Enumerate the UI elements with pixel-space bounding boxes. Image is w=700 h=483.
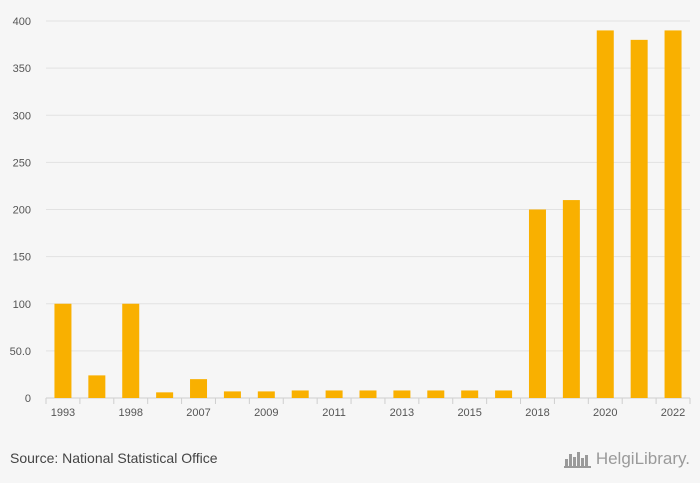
- y-tick-label: 0: [25, 393, 31, 405]
- x-tick-label: 1998: [118, 407, 142, 419]
- bar-2011: [325, 390, 343, 398]
- x-tick-label: 2018: [525, 407, 549, 419]
- city-skyline-icon: [563, 452, 591, 468]
- bar-2009: [257, 391, 275, 398]
- helgi-library-logo: HelgiLibrary.: [563, 449, 690, 469]
- bar-1998: [122, 303, 140, 398]
- bar-2013: [393, 390, 411, 398]
- bar-2022: [664, 30, 682, 399]
- y-tick-label: 300: [13, 110, 31, 122]
- bar-2008: [223, 391, 241, 398]
- y-tick-label: 400: [13, 16, 31, 28]
- bar-1994: [88, 375, 106, 398]
- x-tick-label: 2015: [457, 407, 481, 419]
- x-tick-label: 2009: [254, 407, 278, 419]
- bar-2010: [291, 390, 309, 398]
- y-tick-label: 350: [13, 63, 31, 75]
- y-tick-label: 250: [13, 157, 31, 169]
- bar-2018: [528, 209, 546, 398]
- source-note: Source: National Statistical Office: [10, 450, 218, 466]
- bar-2016: [495, 390, 513, 398]
- y-tick-label: 100: [13, 299, 31, 311]
- y-tick-label: 150: [13, 252, 31, 264]
- bar-chart: 0 50.0 100 150 200 250 300 350 400 1993 1998 2007 20…: [10, 16, 691, 419]
- bar-2015: [461, 390, 479, 398]
- bar-2007: [190, 379, 208, 398]
- x-tick-label: 2013: [390, 407, 414, 419]
- bar-2012: [359, 390, 377, 398]
- bar-2019: [562, 200, 580, 398]
- x-tick-label: 1993: [51, 407, 75, 419]
- logo-text: HelgiLibrary.: [595, 449, 690, 468]
- x-tick-label: 2007: [186, 407, 210, 419]
- y-tick-label: 200: [13, 205, 31, 217]
- bar-2020: [596, 30, 614, 399]
- bar-2021: [630, 39, 648, 398]
- bar-1993: [54, 303, 72, 398]
- bar-2005: [156, 392, 174, 398]
- x-tick-label: 2011: [322, 407, 346, 419]
- x-tick-label: 2020: [593, 407, 617, 419]
- x-tick-label: 2022: [661, 407, 685, 419]
- y-tick-label: 50.0: [10, 346, 31, 358]
- bar-2014: [427, 390, 445, 398]
